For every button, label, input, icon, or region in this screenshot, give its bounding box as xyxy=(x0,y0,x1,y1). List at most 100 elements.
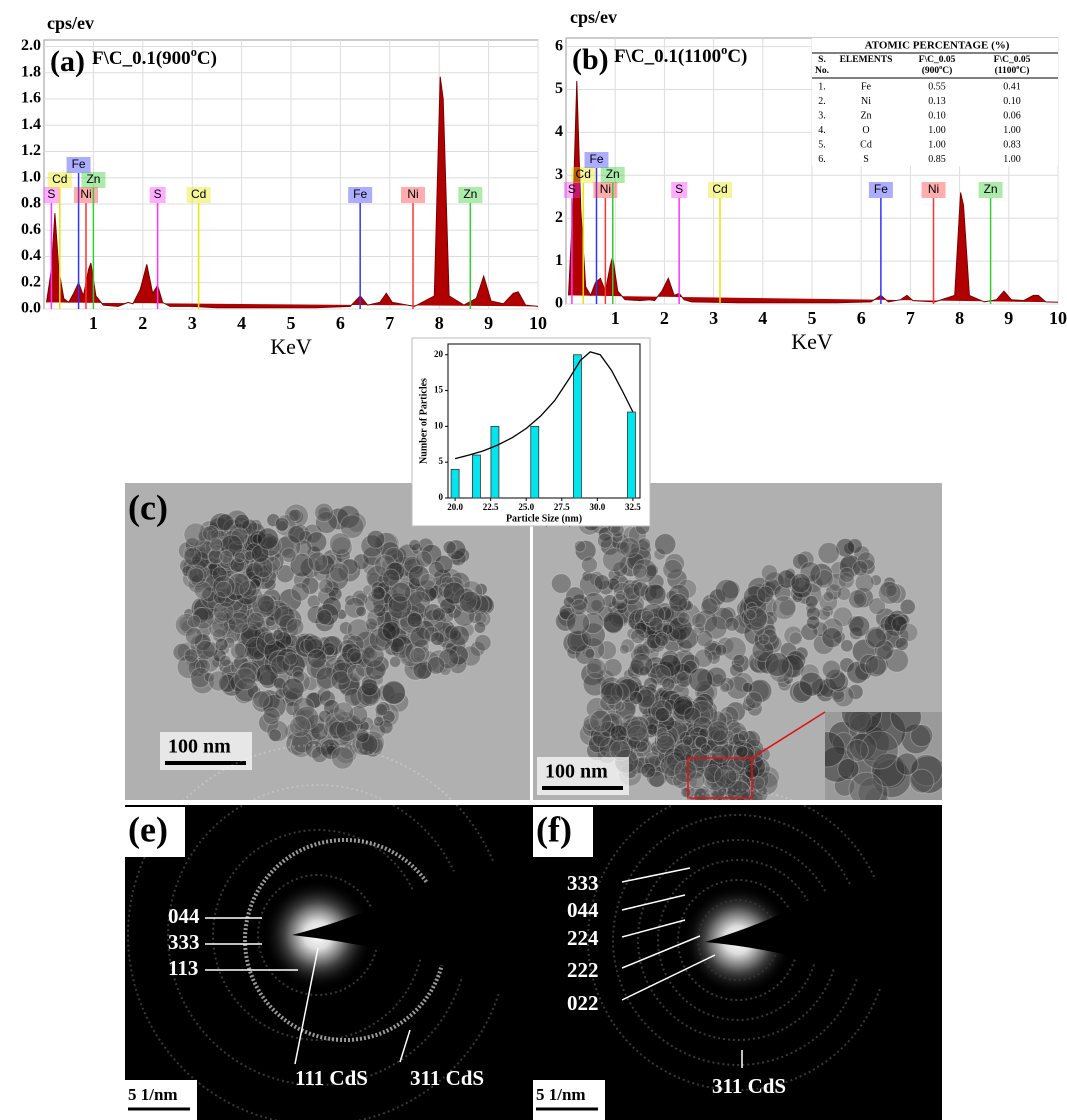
particle xyxy=(850,756,882,788)
particle xyxy=(664,693,686,716)
particle xyxy=(295,632,315,652)
particle xyxy=(193,537,217,561)
particle xyxy=(235,586,250,602)
particle xyxy=(294,720,313,739)
particle xyxy=(299,557,321,579)
particle xyxy=(743,621,768,646)
particle xyxy=(195,640,216,661)
particle xyxy=(360,534,384,558)
x-tick-label: 10 xyxy=(529,313,547,333)
particle xyxy=(433,612,445,624)
particle xyxy=(256,551,271,566)
particle xyxy=(757,766,780,789)
particle xyxy=(225,578,249,602)
particle xyxy=(864,786,890,800)
particle xyxy=(760,581,778,599)
particle xyxy=(696,629,714,648)
particle xyxy=(821,659,842,680)
particle xyxy=(622,582,641,601)
particle xyxy=(689,704,712,726)
particle xyxy=(245,542,263,560)
particle xyxy=(647,629,669,650)
particle xyxy=(588,570,605,587)
y-tick-label: 4 xyxy=(555,123,563,140)
particle xyxy=(681,735,694,747)
particle xyxy=(315,666,339,690)
particle xyxy=(659,754,683,778)
particle xyxy=(398,614,416,632)
particle xyxy=(368,685,383,700)
panel-label: (f) xyxy=(536,809,572,849)
particle xyxy=(790,576,813,599)
particle xyxy=(270,655,291,676)
particle xyxy=(218,533,243,557)
y-tick-label: 5 xyxy=(439,456,444,466)
particle xyxy=(204,537,226,558)
particle xyxy=(682,600,694,612)
particle xyxy=(275,634,294,653)
particle xyxy=(725,675,750,700)
particle xyxy=(183,648,199,663)
particle xyxy=(661,629,685,653)
particle xyxy=(672,702,693,724)
particle xyxy=(691,612,707,629)
x-tick-label: 5 xyxy=(287,313,296,333)
particle xyxy=(349,685,373,709)
particle xyxy=(281,653,306,678)
particle xyxy=(784,567,796,580)
particle xyxy=(632,558,658,584)
particle xyxy=(708,588,727,606)
particle xyxy=(219,548,242,572)
particle xyxy=(749,656,767,673)
particle xyxy=(382,568,401,587)
particle xyxy=(672,683,690,701)
particle xyxy=(176,654,202,680)
particle xyxy=(241,518,259,536)
particle xyxy=(683,706,701,725)
particle xyxy=(437,648,460,670)
particle xyxy=(857,712,894,735)
particle xyxy=(699,743,712,755)
particle xyxy=(806,615,821,630)
particle xyxy=(598,579,614,596)
particle xyxy=(636,644,649,658)
particle xyxy=(211,611,237,637)
element-tag xyxy=(978,182,1003,198)
particle xyxy=(693,648,714,668)
particle xyxy=(713,799,720,800)
particle xyxy=(835,537,856,558)
particle xyxy=(852,587,874,609)
particle xyxy=(377,684,396,703)
particle xyxy=(716,636,735,655)
particle xyxy=(872,758,912,799)
table-cell: 1. xyxy=(818,81,826,92)
particle xyxy=(610,682,630,702)
particle xyxy=(316,603,340,626)
particle xyxy=(696,683,715,703)
bar xyxy=(530,425,540,499)
particle xyxy=(331,661,355,685)
particle xyxy=(450,629,462,641)
particle xyxy=(732,612,754,635)
particle xyxy=(677,611,691,625)
particle xyxy=(383,610,403,630)
table-cell: 6. xyxy=(818,154,826,165)
particle xyxy=(352,553,370,571)
particle xyxy=(321,642,336,657)
particle xyxy=(730,747,746,764)
particle xyxy=(661,677,676,692)
particle xyxy=(562,595,575,609)
particle xyxy=(633,645,646,658)
particle xyxy=(355,592,369,606)
particle xyxy=(832,606,854,628)
column-header-part: F\C_0.05 xyxy=(994,55,1031,65)
y-tick-label: 5 xyxy=(555,80,563,97)
particle xyxy=(693,787,711,800)
particle xyxy=(630,647,646,664)
particle xyxy=(225,581,245,601)
particle xyxy=(290,582,310,602)
particle xyxy=(396,543,420,566)
particle xyxy=(754,771,779,796)
particle xyxy=(207,517,231,540)
particle xyxy=(825,731,846,768)
